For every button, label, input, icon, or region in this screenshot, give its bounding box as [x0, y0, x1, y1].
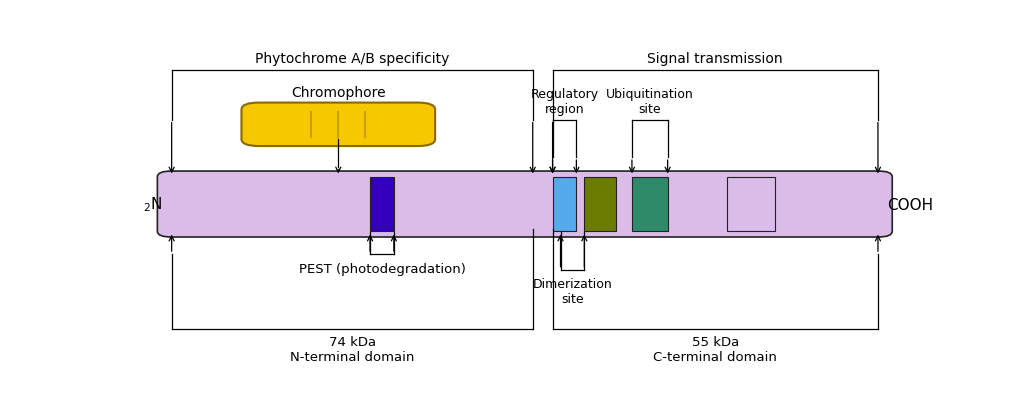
- Text: Dimerization
site: Dimerization site: [532, 278, 612, 306]
- Text: Phytochrome A/B specificity: Phytochrome A/B specificity: [255, 52, 450, 66]
- Text: COOH: COOH: [888, 197, 934, 212]
- Bar: [632, 177, 668, 232]
- Text: 55 kDa
C-terminal domain: 55 kDa C-terminal domain: [653, 335, 777, 363]
- Text: Regulatory
region: Regulatory region: [530, 88, 599, 116]
- Text: Signal transmission: Signal transmission: [647, 52, 783, 66]
- FancyBboxPatch shape: [242, 103, 435, 147]
- Bar: [585, 177, 616, 232]
- Text: Chromophore: Chromophore: [291, 85, 386, 99]
- Text: Ubiquitination
site: Ubiquitination site: [606, 88, 693, 116]
- Bar: [727, 177, 775, 232]
- Text: PEST (photodegradation): PEST (photodegradation): [299, 262, 465, 275]
- Text: 74 kDa
N-terminal domain: 74 kDa N-terminal domain: [290, 335, 415, 363]
- Bar: [370, 177, 394, 232]
- Bar: [553, 177, 577, 232]
- Text: $_2$N: $_2$N: [143, 195, 162, 214]
- FancyBboxPatch shape: [158, 172, 892, 237]
